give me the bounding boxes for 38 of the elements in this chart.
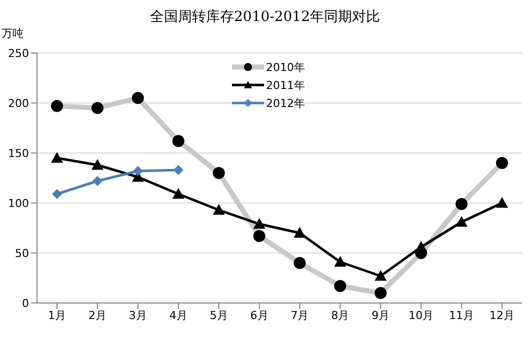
x-tick-label: 6月 — [250, 308, 268, 322]
point — [294, 227, 306, 238]
point — [92, 176, 102, 186]
y-axis-title: 万吨 — [2, 27, 24, 40]
chart-title: 全国周转库存2010-2012年同期对比 — [149, 8, 381, 26]
x-tick-label: 7月 — [290, 308, 309, 322]
x-tick-label: 5月 — [210, 308, 228, 322]
legend-label: 2010年 — [266, 60, 305, 74]
y-tick-label: 150 — [8, 146, 29, 160]
point — [91, 159, 104, 170]
point — [456, 216, 468, 227]
point — [212, 204, 225, 215]
point — [132, 166, 143, 176]
legend-label: 2012年 — [266, 96, 305, 110]
x-tick-label: 9月 — [372, 308, 390, 322]
x-tick-label: 8月 — [331, 308, 350, 322]
x-tick-label: 3月 — [128, 308, 147, 322]
y-tick-label: 0 — [22, 296, 29, 310]
point — [374, 270, 387, 281]
x-tick-label: 12月 — [490, 308, 514, 322]
point — [52, 189, 62, 199]
point — [253, 218, 266, 229]
point — [496, 197, 508, 208]
x-tick-label: 10月 — [408, 308, 434, 322]
point — [334, 256, 346, 267]
x-tick-label: 2月 — [88, 308, 106, 322]
y-tick-label: 100 — [8, 196, 29, 210]
x-tick-label: 4月 — [169, 308, 188, 322]
x-tick-label: 11月 — [449, 308, 474, 322]
point — [173, 165, 184, 175]
point — [415, 241, 428, 252]
legend-label: 2011年 — [266, 78, 305, 92]
x-tick-label: 1月 — [48, 308, 66, 322]
y-tick-label: 200 — [8, 96, 29, 110]
y-tick-label: 50 — [15, 246, 29, 260]
point — [172, 188, 184, 199]
y-tick-label: 250 — [8, 46, 29, 60]
point — [51, 152, 63, 163]
